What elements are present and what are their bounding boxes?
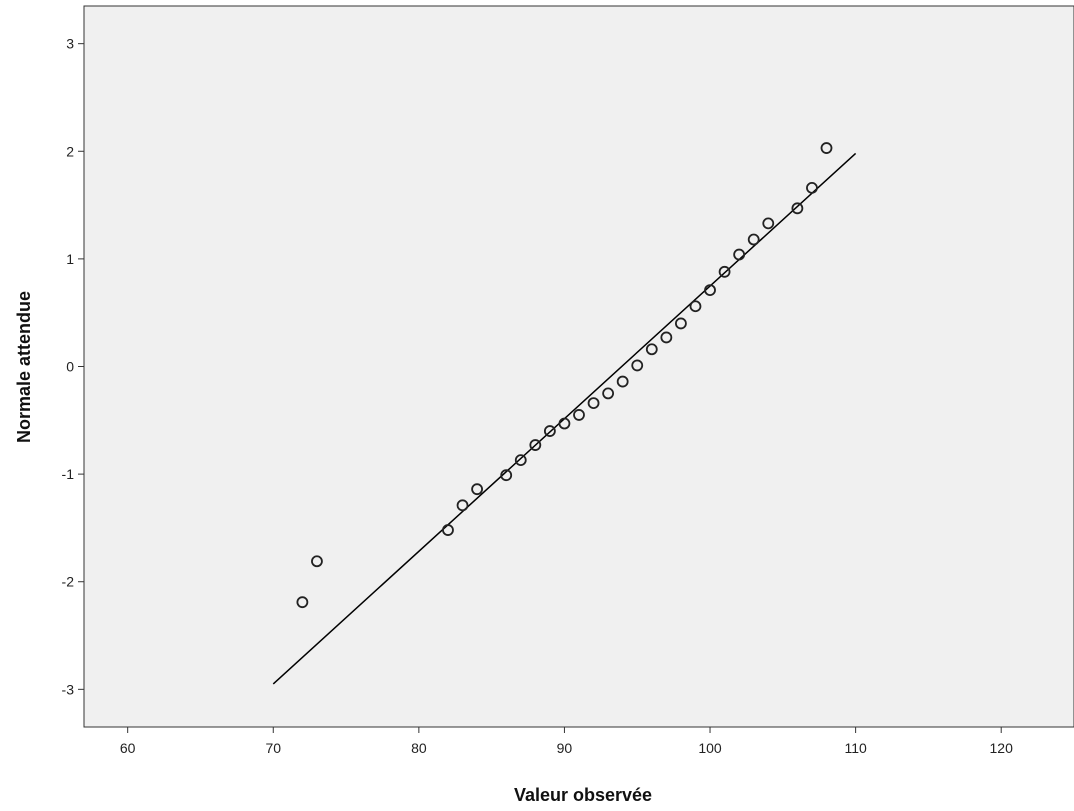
data-point: [660, 331, 673, 344]
y-tick-label: 0: [66, 359, 74, 375]
data-point: [762, 217, 775, 230]
data-point: [296, 596, 309, 609]
x-tick-label: 70: [265, 740, 281, 756]
data-point: [820, 142, 833, 154]
data-point: [514, 454, 527, 467]
x-tick-label: 120: [990, 740, 1014, 756]
data-point: [747, 233, 760, 246]
data-point: [500, 469, 513, 482]
y-tick-label: 3: [66, 36, 74, 52]
data-point: [573, 409, 585, 421]
y-tick-label: -1: [62, 466, 75, 482]
data-point: [587, 397, 600, 409]
data-point: [718, 265, 731, 278]
y-tick-label: -2: [62, 574, 75, 590]
data-point: [442, 524, 454, 536]
data-point: [558, 417, 571, 430]
data-point: [311, 555, 323, 568]
x-tick-label: 90: [557, 740, 573, 756]
data-point: [529, 439, 542, 451]
y-tick-label: 1: [66, 251, 74, 267]
x-tick-label: 80: [411, 740, 427, 756]
data-point: [733, 248, 746, 261]
data-point: [791, 202, 804, 215]
axes: 60 70 80 90 100 110 120 -3 -2 -1 0 1 2 3: [62, 36, 1014, 756]
data-point: [631, 359, 644, 372]
data-point: [456, 499, 469, 512]
data-point: [645, 343, 658, 356]
data-point: [616, 375, 629, 388]
data-point: [543, 425, 556, 437]
y-axis-title: Normale attendue: [14, 291, 34, 443]
data-point: [806, 181, 818, 194]
data-point: [704, 284, 716, 296]
data-point: [471, 483, 483, 496]
data-point: [675, 317, 687, 330]
x-axis-title: Valeur observée: [514, 785, 652, 805]
data-points: [296, 142, 833, 609]
data-point: [602, 387, 615, 400]
y-tick-label: 2: [66, 143, 74, 159]
x-tick-label: 110: [844, 740, 867, 756]
data-point: [689, 300, 702, 313]
plot-area: [83, 5, 1074, 728]
x-tick-label: 100: [698, 740, 722, 756]
x-tick-label: 60: [120, 740, 136, 756]
y-tick-label: -3: [62, 681, 75, 697]
